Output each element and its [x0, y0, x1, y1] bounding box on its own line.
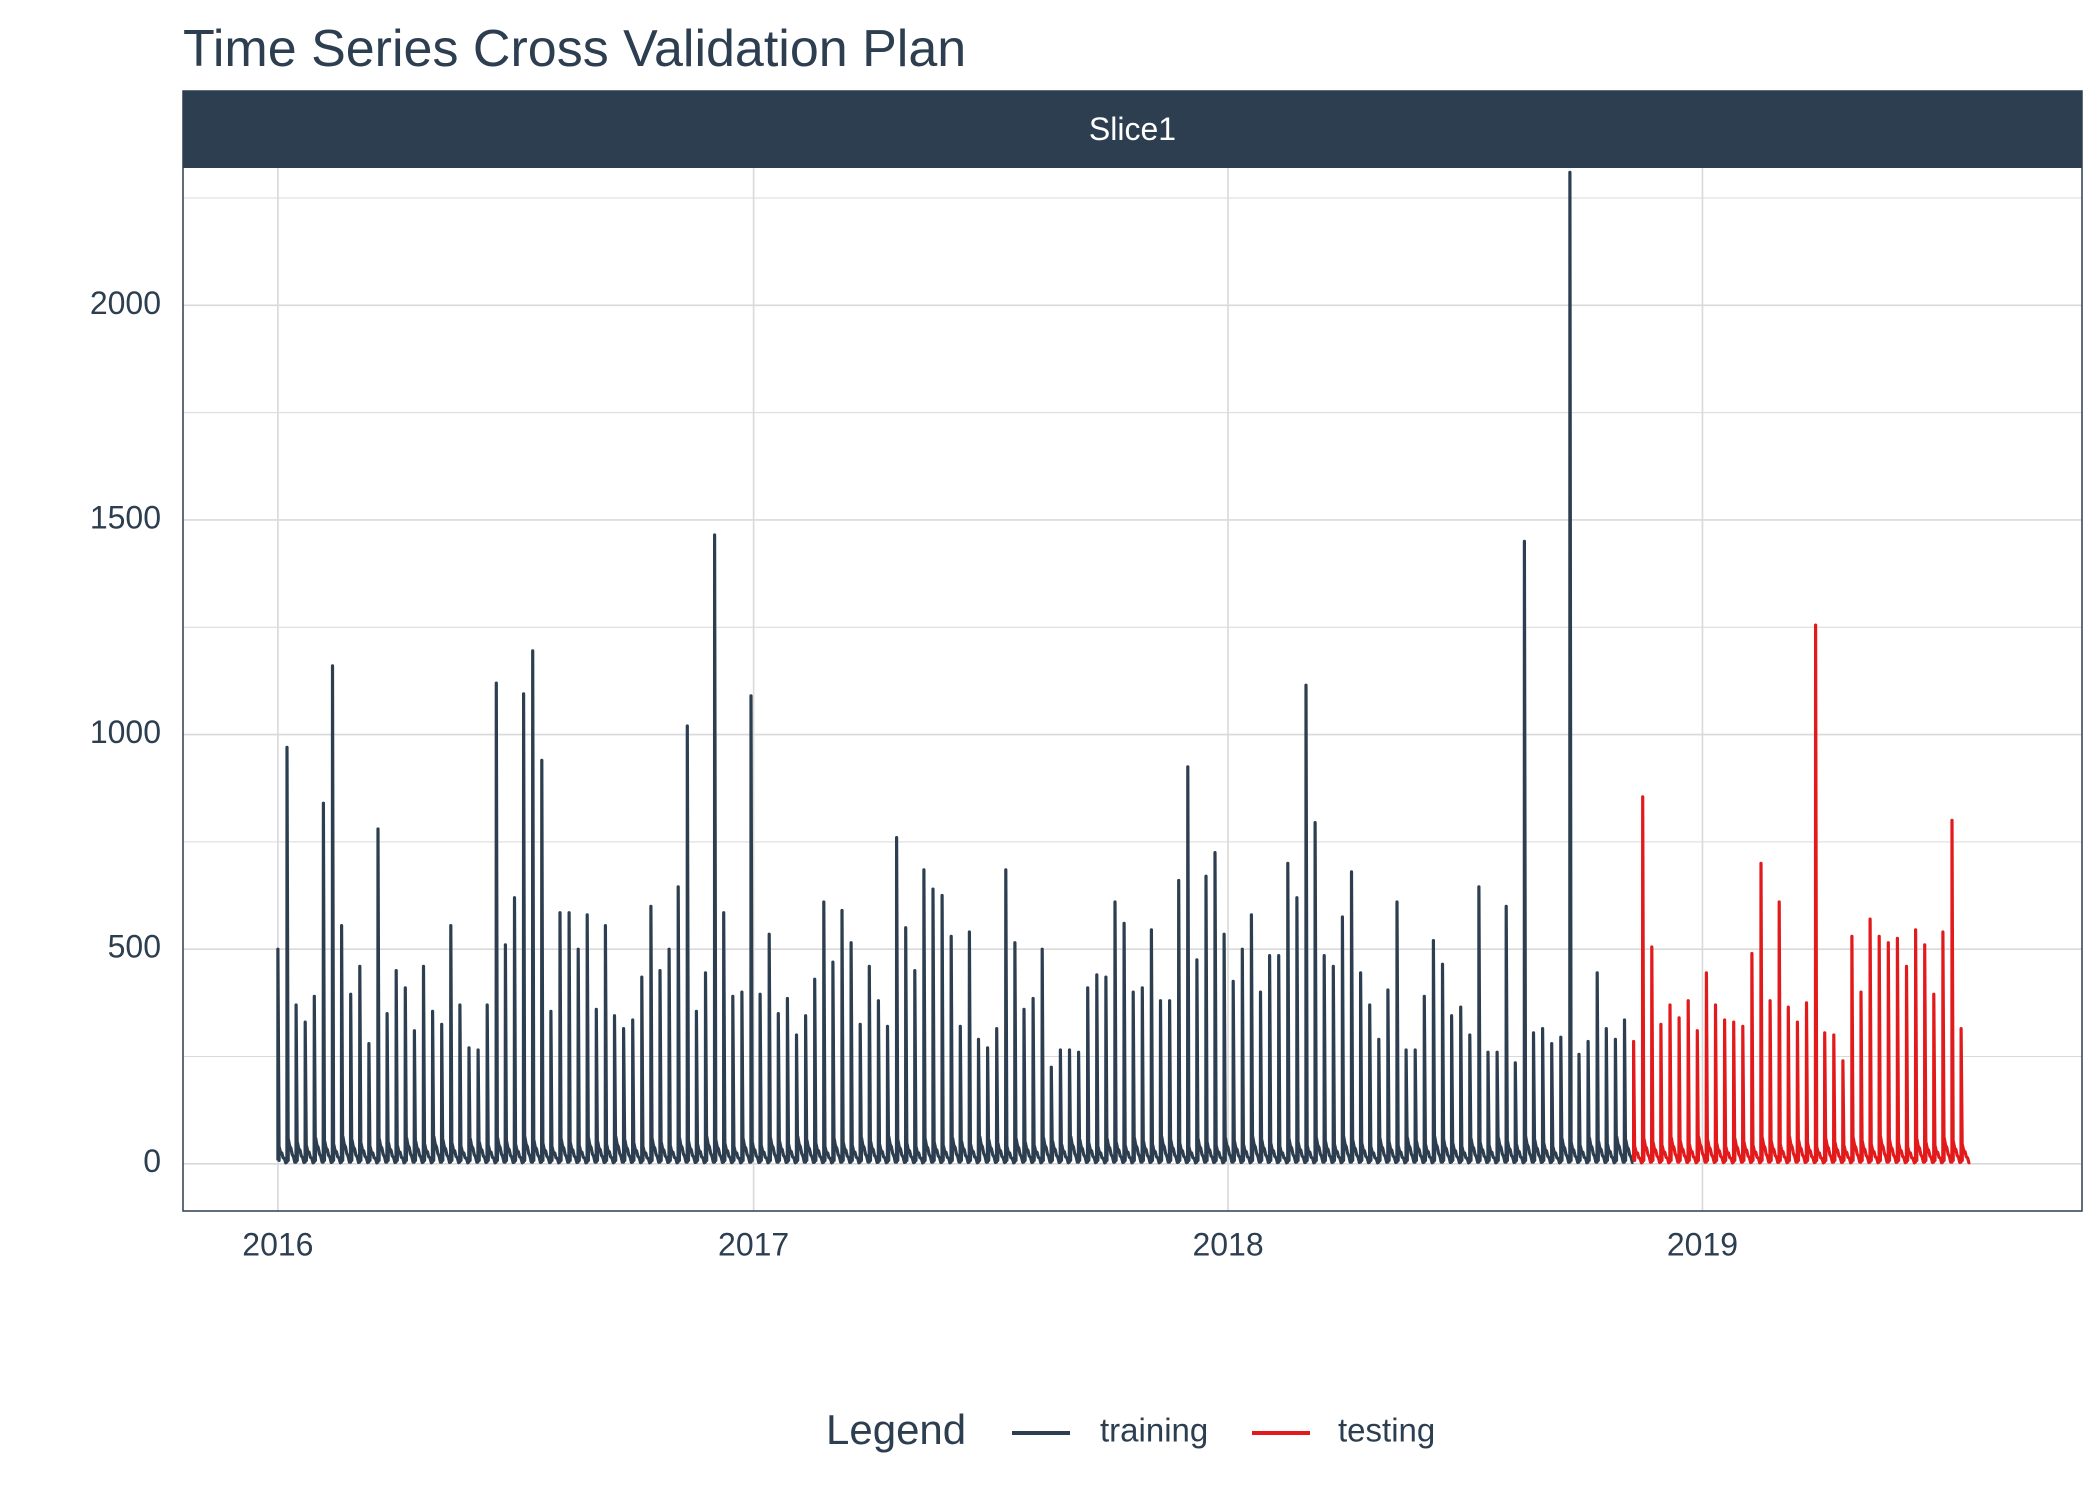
series-layer [276, 170, 1971, 1165]
x-axis: 2016 2017 2018 2019 [242, 1226, 1738, 1262]
y-tick-label: 0 [143, 1143, 161, 1179]
x-tick-label: 2018 [1192, 1226, 1263, 1262]
legend-title: Legend [826, 1406, 966, 1453]
legend-label-testing: testing [1338, 1412, 1435, 1449]
y-tick-label: 500 [108, 929, 161, 965]
x-tick-label: 2019 [1667, 1226, 1738, 1262]
facet-strip-label: Slice1 [1089, 111, 1176, 147]
x-tick-label: 2017 [718, 1226, 789, 1262]
x-tick-label: 2016 [242, 1226, 313, 1262]
facet-strip [183, 91, 2082, 168]
legend: Legend training testing [826, 1406, 1435, 1453]
y-axis: 0 500 1000 1500 2000 [90, 285, 161, 1179]
y-tick-label: 1500 [90, 499, 161, 535]
y-tick-label: 1000 [90, 714, 161, 750]
legend-label-training: training [1100, 1412, 1208, 1449]
y-tick-label: 2000 [90, 285, 161, 321]
series-line-training [276, 170, 1634, 1165]
series-line-testing [1632, 623, 1971, 1165]
chart-title: Time Series Cross Validation Plan [183, 20, 967, 78]
